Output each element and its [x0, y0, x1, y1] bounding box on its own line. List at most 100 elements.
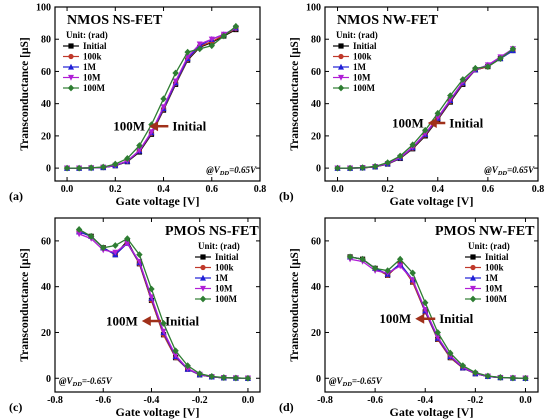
data-point-10m: [172, 352, 179, 359]
annotation-100m: 100M: [106, 314, 138, 329]
y-tick-label: 80: [41, 35, 51, 46]
data-point-10m: [409, 277, 416, 284]
y-tick-label: 0: [316, 164, 321, 175]
y-tick-label: 40: [41, 99, 51, 110]
panel-1: 0.0 0.2 0.4 0.6 0.8 0 20 40 60 80 100 Gate voltage …: [9, 3, 266, 209]
data-point-100m: [100, 163, 107, 171]
data-point-100m: [371, 264, 379, 272]
condition-note: @VDD=0.65V: [206, 165, 257, 177]
data-point-10m: [397, 263, 404, 270]
annotation-100m: 100M: [379, 311, 411, 326]
legend-entry: 1M: [485, 273, 499, 283]
data-point-100m: [459, 362, 467, 370]
annotation-initial: Initial: [165, 314, 199, 329]
data-point-100m: [346, 164, 354, 172]
legend-swatch-marker: [470, 285, 476, 292]
data-point-100m: [112, 160, 119, 168]
data-point-100m: [334, 164, 341, 172]
annotation-100m: 100M: [392, 116, 424, 131]
x-tick-label: 0.0: [242, 395, 255, 406]
y-tick-label: 20: [41, 328, 51, 339]
panel-label: (b): [279, 189, 294, 203]
legend-entry: 10M: [215, 284, 233, 294]
legend-entry: 10M: [353, 73, 371, 83]
shift-arrow-head: [141, 316, 151, 327]
data-point-100m: [208, 42, 215, 50]
legend-entry: 1M: [353, 62, 367, 72]
x-tick-label: -0.4: [417, 395, 433, 406]
data-point-100m: [447, 349, 454, 357]
x-tick-label: -0.6: [95, 395, 111, 406]
shift-arrow-head: [427, 118, 437, 128]
legend-swatch-marker: [469, 295, 477, 303]
panel-3: -0.8 -0.6 -0.4 -0.2 0.0 0 20 40 60 Gate voltage […: [9, 217, 261, 419]
plot-frame: [324, 217, 539, 393]
annotation-100m: 100M: [113, 119, 145, 134]
data-point-100m: [522, 374, 529, 382]
y-axis-label: Transconductance [μS]: [19, 248, 31, 361]
data-point-100m: [509, 45, 517, 53]
chart-title: NMOS NW-FET: [337, 13, 439, 28]
legend-entry: 100M: [353, 83, 376, 93]
data-point-100m: [63, 164, 71, 172]
y-tick-label: 100: [36, 3, 51, 14]
legend-swatch-marker: [337, 84, 345, 92]
legend-swatch-marker: [470, 274, 476, 281]
y-tick-label: 20: [311, 328, 321, 339]
annotation-initial: Initial: [439, 311, 473, 326]
chart-title: PMOS NW-FET: [435, 224, 535, 239]
data-point-100m: [484, 63, 492, 71]
y-tick-label: 60: [311, 67, 321, 78]
chart-title: PMOS NS-FET: [165, 224, 259, 239]
data-point-100m: [396, 152, 404, 160]
data-point-100m: [136, 142, 143, 149]
data-point-10m: [160, 104, 167, 111]
x-tick-label: -0.8: [47, 395, 63, 406]
data-point-100m: [447, 92, 454, 100]
legend-swatch-marker: [470, 254, 476, 260]
data-point-10m: [172, 78, 179, 85]
legend-swatch-marker: [470, 264, 476, 271]
legend-entry: Initial: [83, 41, 107, 51]
data-point-100m: [384, 159, 391, 167]
legend-entry: Initial: [485, 252, 509, 262]
legend-swatch-marker: [199, 295, 207, 303]
y-tick-label: 40: [41, 282, 51, 293]
data-point-100m: [160, 95, 167, 103]
x-tick-label: 0.4: [432, 184, 445, 195]
data-point-100m: [472, 369, 479, 376]
y-tick-label: 0: [46, 374, 51, 385]
x-tick-label: -0.6: [367, 395, 383, 406]
data-point-100m: [409, 269, 416, 277]
data-point-10m: [208, 36, 215, 43]
data-point-10m: [124, 240, 131, 247]
y-tick-label: 60: [311, 236, 321, 247]
legend-swatch-marker: [200, 274, 206, 281]
condition-note: @VDD=-0.65V: [329, 376, 383, 388]
legend-header: Unit: (rad): [468, 241, 510, 251]
data-point-100m: [396, 255, 404, 263]
plot-frame: [54, 6, 261, 182]
y-tick-label: 80: [311, 35, 321, 46]
panel-4: -0.8 -0.6 -0.4 -0.2 0.0 0 20 40 60 Gate voltage […: [279, 217, 539, 419]
data-point-100m: [196, 45, 203, 53]
legend-swatch-marker: [68, 53, 74, 60]
y-tick-label: 100: [306, 3, 321, 14]
x-tick-label: -0.2: [192, 395, 208, 406]
legend-entry: Initial: [215, 252, 239, 262]
shift-arrow-head: [415, 313, 425, 324]
x-tick-label: 0.4: [157, 184, 170, 195]
legend-swatch-marker: [200, 285, 206, 292]
data-point-100m: [232, 374, 240, 382]
x-tick-label: 0.8: [254, 184, 267, 195]
y-tick-label: 0: [316, 374, 321, 385]
legend-entry: Initial: [353, 41, 377, 51]
legend-swatch-marker: [68, 74, 74, 81]
data-point-100m: [497, 55, 504, 62]
data-point-100m: [87, 164, 95, 172]
y-tick-label: 60: [41, 67, 51, 78]
y-tick-label: 0: [46, 164, 51, 175]
x-tick-label: -0.4: [144, 395, 160, 406]
legend-swatch-marker: [338, 43, 344, 49]
